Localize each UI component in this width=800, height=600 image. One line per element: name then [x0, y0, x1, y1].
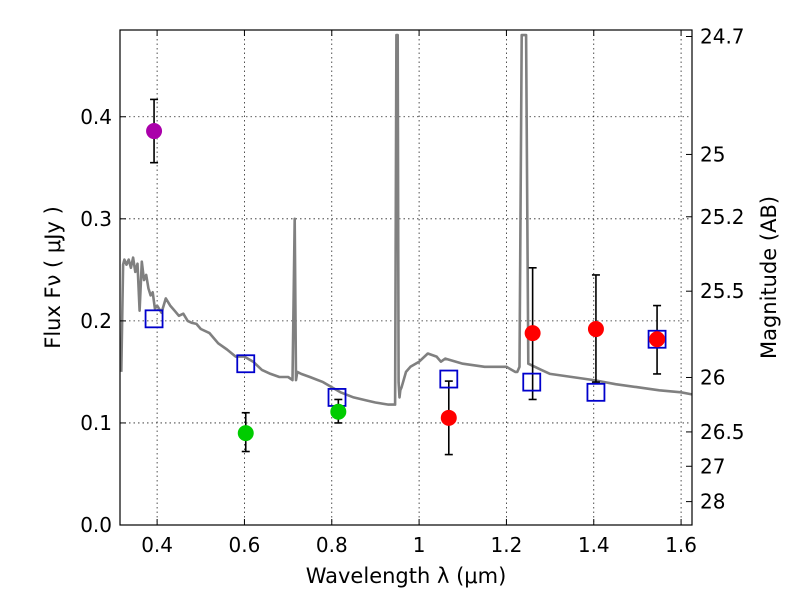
- y-tick-label: 0.1: [80, 411, 112, 435]
- y-tick-label: 0.3: [80, 207, 112, 231]
- right-tick-label: 24.7: [700, 25, 745, 49]
- model-square: [236, 354, 256, 374]
- observed-point: [330, 403, 347, 420]
- right-tick-label: 28: [700, 490, 725, 514]
- right-tick-label: 26: [700, 365, 725, 389]
- observed-point: [587, 321, 604, 338]
- plot-frame: [119, 29, 693, 526]
- observed-point: [649, 331, 666, 348]
- observed-point: [146, 123, 163, 140]
- spectrum-layer: [120, 33, 692, 406]
- ticks-layer: 0.4 0.6 0.8 1 1.2 1.4 1.6 0.0 0.1 0.2 0.3 0.4 24.7 25…: [80, 25, 744, 557]
- model-square: [439, 369, 459, 389]
- right-tick-label: 25: [700, 142, 725, 166]
- right-tick-label: 25.2: [700, 205, 745, 229]
- x-tick-label: 1.2: [491, 533, 523, 557]
- y-tick-label: 0.4: [80, 105, 112, 129]
- x-tick-label: 1: [413, 533, 426, 557]
- observed-point: [440, 409, 457, 426]
- x-axis-title: Wavelength λ (μm): [306, 564, 507, 588]
- model-square: [586, 382, 606, 402]
- model-square: [144, 309, 164, 329]
- spectrum-line: [120, 33, 692, 406]
- x-tick-label: 0.4: [141, 533, 173, 557]
- right-tick-label: 26.5: [700, 420, 745, 444]
- y-tick-label: 0.0: [80, 513, 112, 537]
- observed-point: [237, 425, 254, 442]
- x-tick-label: 1.4: [578, 533, 610, 557]
- observed-point: [524, 325, 541, 342]
- x-tick-label: 1.6: [665, 533, 697, 557]
- x-tick-label: 0.8: [316, 533, 348, 557]
- points-layer: [144, 98, 667, 456]
- y-tick-label: 0.2: [80, 309, 112, 333]
- grid-layer: [120, 30, 692, 526]
- model-square: [647, 329, 667, 349]
- y-axis-title: Flux Fν ( μJy ): [41, 206, 65, 349]
- right-tick-label: 27: [700, 454, 725, 478]
- right-tick-label: 25.5: [700, 279, 745, 303]
- right-axis-title: Magnitude (AB): [757, 196, 781, 359]
- x-tick-label: 0.6: [229, 533, 261, 557]
- model-square: [522, 372, 542, 392]
